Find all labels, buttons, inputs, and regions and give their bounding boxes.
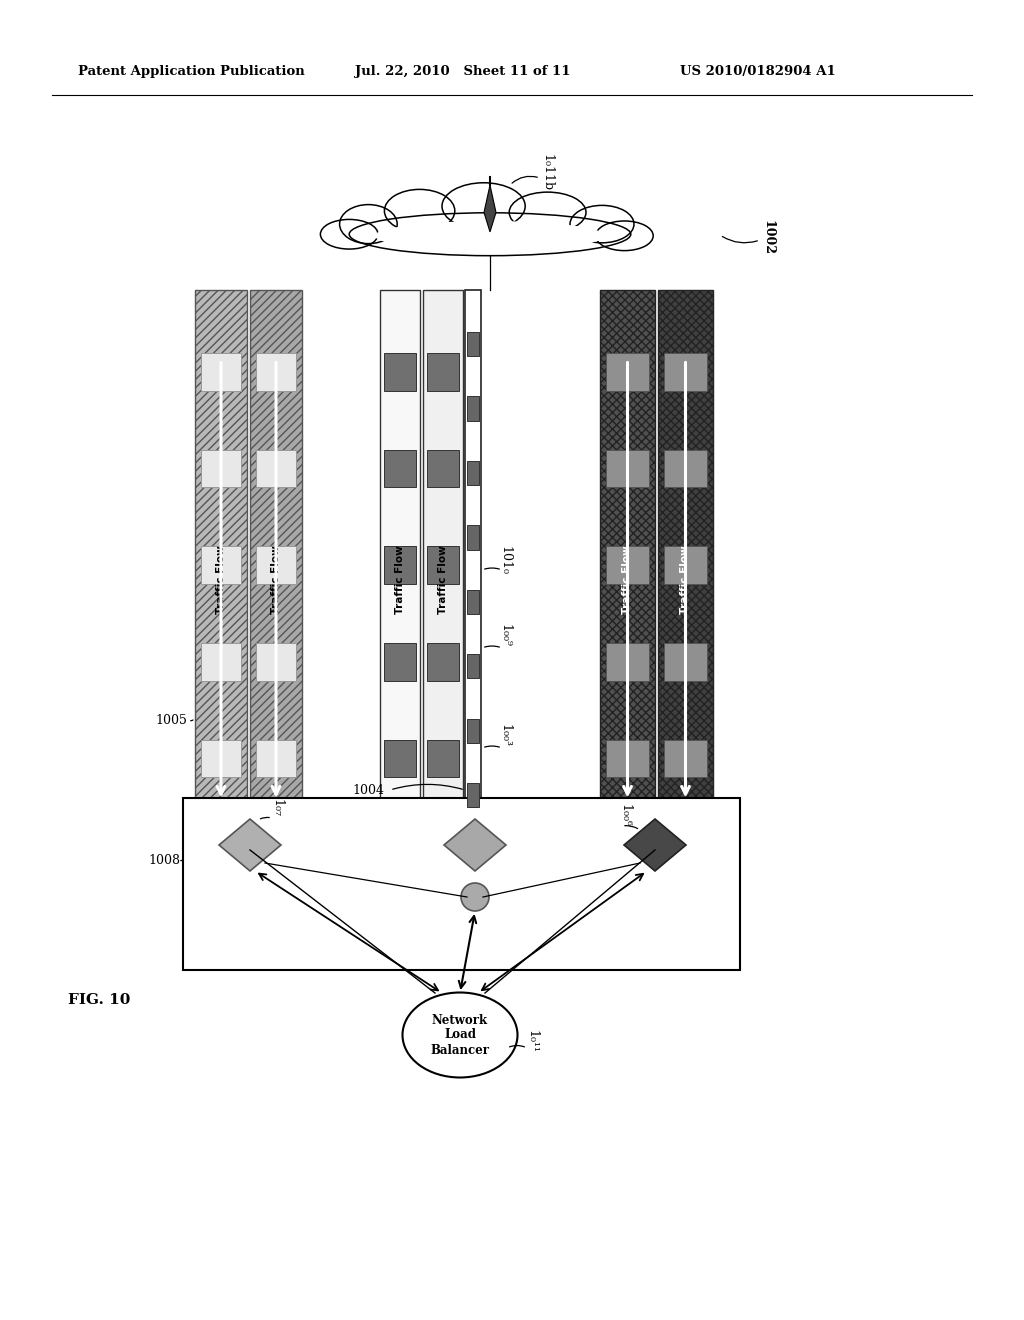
Bar [384,352,416,391]
Text: Traffic Flow: Traffic Flow [438,545,449,614]
Bar [250,290,302,870]
Text: 1₀₀⁹: 1₀₀⁹ [498,623,511,647]
Bar [195,290,247,870]
Bar [467,461,479,486]
Bar [467,525,479,549]
Text: Network
Load
Balancer: Network Load Balancer [430,1014,489,1056]
Bar [201,643,242,681]
Bar [664,643,707,681]
Bar [427,352,459,391]
Bar [256,739,296,777]
Bar [467,396,479,421]
Bar [423,290,463,870]
Text: Patent Application Publication: Patent Application Publication [78,66,305,78]
Text: 1002: 1002 [762,220,775,256]
Bar [384,643,416,681]
Text: 1004: 1004 [352,784,384,796]
Bar [427,643,459,681]
Bar [384,739,416,777]
Bar [664,739,707,777]
Text: Traffic Flow: Traffic Flow [216,545,226,614]
Text: 1008: 1008 [148,854,180,866]
Bar [467,783,479,808]
Bar [201,546,242,583]
Bar [467,331,479,356]
Text: FIG. 10: FIG. 10 [68,993,130,1007]
Text: Jul. 22, 2010   Sheet 11 of 11: Jul. 22, 2010 Sheet 11 of 11 [355,66,570,78]
Bar [427,739,459,777]
Text: 1₀₇: 1₀₇ [270,799,283,817]
Bar [201,450,242,487]
Text: 1₀₀³: 1₀₀³ [498,723,511,747]
Bar [380,290,420,870]
Bar [256,546,296,583]
Polygon shape [484,185,496,232]
Bar [256,352,296,391]
Ellipse shape [321,219,378,249]
Bar [664,546,707,583]
Bar [256,450,296,487]
Bar [600,290,655,870]
Bar [427,450,459,487]
Bar [384,450,416,487]
Text: Traffic Flow: Traffic Flow [681,545,690,614]
Bar [467,718,479,743]
Text: Traffic Flow: Traffic Flow [271,545,281,614]
Bar [606,643,649,681]
Polygon shape [444,818,506,871]
Bar [467,655,479,678]
Bar [606,546,649,583]
Ellipse shape [509,193,586,232]
Bar [606,739,649,777]
Bar [606,450,649,487]
Bar [256,643,296,681]
Bar [384,546,416,583]
Text: 1₀₀⁶: 1₀₀⁶ [618,804,631,826]
Ellipse shape [340,205,397,244]
Bar [465,290,481,870]
Polygon shape [624,818,686,871]
Bar [201,352,242,391]
Bar [658,290,713,870]
Circle shape [461,883,489,911]
Text: Traffic Flow: Traffic Flow [623,545,633,614]
Ellipse shape [570,206,634,243]
Text: 1₀11b: 1₀11b [540,154,553,191]
Text: 101₀: 101₀ [498,545,511,574]
Bar [664,450,707,487]
Text: US 2010/0182904 A1: US 2010/0182904 A1 [680,66,836,78]
Polygon shape [219,818,281,871]
Bar [467,590,479,614]
Text: 1₀¹¹: 1₀¹¹ [525,1031,538,1053]
Ellipse shape [442,182,525,230]
Bar [427,546,459,583]
Ellipse shape [375,220,605,251]
Bar [183,799,740,970]
Ellipse shape [349,213,631,256]
Ellipse shape [384,189,455,232]
Bar [606,352,649,391]
Bar [201,739,242,777]
Bar [664,352,707,391]
Text: Traffic Flow: Traffic Flow [395,545,406,614]
Ellipse shape [402,993,517,1077]
Text: 1005: 1005 [155,714,186,726]
Ellipse shape [596,220,653,251]
